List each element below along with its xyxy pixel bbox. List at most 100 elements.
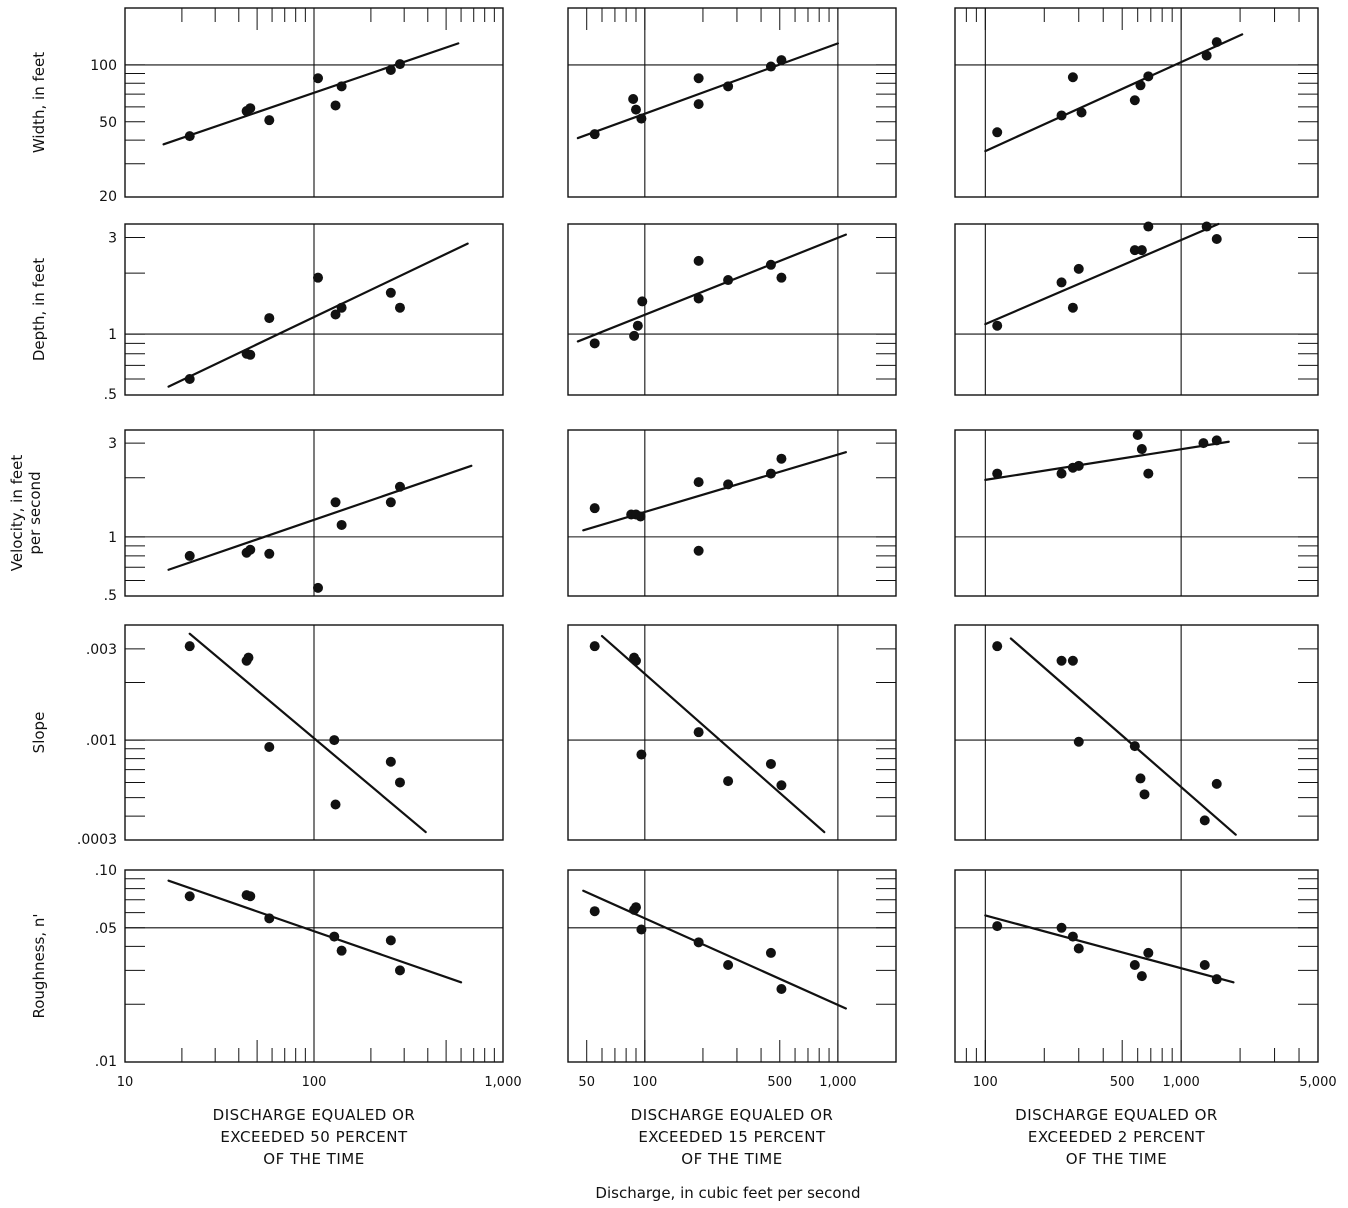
data-point: [636, 924, 647, 935]
data-point: [635, 511, 646, 522]
column-title: OF THE TIME: [1066, 1150, 1167, 1168]
data-point: [589, 129, 600, 140]
series-r1-c0: [167, 242, 469, 388]
y-tick-label: .003: [86, 642, 117, 658]
data-point: [1201, 221, 1212, 232]
data-point: [394, 302, 405, 313]
panel-r1-c1: [567, 223, 897, 396]
data-point: [723, 960, 734, 971]
data-point: [1056, 468, 1067, 479]
data-point: [1139, 789, 1150, 800]
data-point: [1067, 655, 1078, 666]
data-point: [245, 544, 256, 555]
panel-frame: [567, 624, 897, 841]
column-title: EXCEEDED 50 PERCENT: [220, 1128, 408, 1146]
x-tick-label: 1,000: [1163, 1075, 1200, 1090]
panel-frame: [567, 429, 897, 597]
column-title: EXCEEDED 15 PERCENT: [638, 1128, 826, 1146]
data-point: [1073, 736, 1084, 747]
data-point: [765, 468, 776, 479]
column-title: OF THE TIME: [263, 1150, 364, 1168]
data-point: [1143, 468, 1154, 479]
data-point: [184, 131, 195, 142]
y-tick-label: 20: [99, 189, 117, 205]
y-tick-label: 50: [99, 115, 117, 131]
panel-r3-c0: [124, 624, 504, 841]
data-point: [1073, 943, 1084, 954]
x-tick-label: 10: [117, 1075, 134, 1090]
data-point: [632, 320, 643, 331]
data-point: [1201, 50, 1212, 61]
panel-r0-c1: [567, 7, 897, 198]
data-point: [329, 931, 340, 942]
data-point: [385, 64, 396, 75]
x-tick-label: 100: [302, 1075, 327, 1090]
data-point: [394, 777, 405, 788]
data-point: [723, 479, 734, 490]
x-tick-label: 500: [767, 1075, 792, 1090]
data-point: [630, 104, 641, 115]
y-tick-label: .0003: [77, 832, 117, 848]
data-point: [313, 582, 324, 593]
row-label: Roughness, n': [30, 914, 48, 1019]
series-r3-c2: [992, 637, 1237, 836]
panel-r3-c1: [567, 624, 897, 841]
data-point: [1067, 931, 1078, 942]
y-tick-label: .001: [86, 733, 117, 749]
data-point: [330, 799, 341, 810]
panel-r0-c2: [954, 7, 1319, 198]
data-point: [723, 81, 734, 92]
data-point: [385, 287, 396, 298]
column-titles: DISCHARGE EQUALED OR EXCEEDED 50 PERCENT O…: [213, 1106, 1218, 1168]
data-point: [765, 259, 776, 270]
series-r0-c0: [162, 42, 460, 146]
data-point: [184, 550, 195, 561]
data-point: [589, 641, 600, 652]
data-point: [264, 313, 275, 324]
data-point: [693, 255, 704, 266]
data-point: [693, 293, 704, 304]
data-point: [1136, 444, 1147, 455]
y-tick-label: 1: [108, 327, 117, 343]
panel-frame: [954, 223, 1319, 396]
data-point: [1073, 263, 1084, 274]
data-point: [394, 59, 405, 70]
y-tick-label: .10: [95, 863, 117, 879]
y-tick-label: .5: [104, 588, 117, 604]
data-point: [589, 338, 600, 349]
panel-r4-c0: [124, 869, 504, 1063]
series-r0-c2: [984, 33, 1244, 153]
data-point: [245, 891, 256, 902]
y-tick-label: 3: [108, 436, 117, 452]
data-point: [1129, 95, 1140, 106]
y-tick-label: 1: [108, 530, 117, 546]
fit-line: [167, 879, 463, 984]
panel-r4-c2: [954, 869, 1319, 1063]
data-point: [992, 468, 1003, 479]
column-title: DISCHARGE EQUALED OR: [213, 1106, 416, 1124]
data-point: [992, 921, 1003, 932]
data-point: [992, 641, 1003, 652]
x-tick-label: 50: [578, 1075, 595, 1090]
data-point: [330, 309, 341, 320]
data-point: [1199, 960, 1210, 971]
data-point: [264, 115, 275, 126]
data-point: [1135, 80, 1146, 91]
column-title: EXCEEDED 2 PERCENT: [1028, 1128, 1206, 1146]
fit-line: [167, 464, 473, 571]
data-point: [394, 965, 405, 976]
data-point: [1211, 234, 1222, 245]
data-point: [264, 741, 275, 752]
column-title: DISCHARGE EQUALED OR: [631, 1106, 834, 1124]
data-point: [765, 61, 776, 72]
data-point: [1129, 245, 1140, 256]
data-point: [776, 55, 787, 66]
data-point: [630, 902, 641, 913]
data-point: [723, 776, 734, 787]
series-r4-c1: [582, 889, 847, 1010]
data-point: [264, 548, 275, 559]
data-point: [693, 99, 704, 110]
data-point: [313, 73, 324, 84]
column-title: OF THE TIME: [681, 1150, 782, 1168]
